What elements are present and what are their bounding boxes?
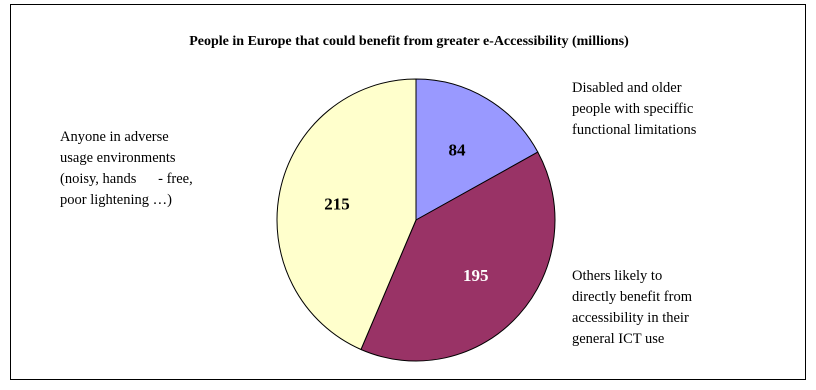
chart-title: People in Europe that could benefit from… [189,34,629,49]
slice-adverse-environments [276,78,417,351]
slice-disabled-older [415,78,539,221]
slice-label-adverse-environments: Anyone in adverse usage environments (no… [60,129,193,208]
slice-others-ict [360,151,556,362]
slice-value-label: 84 [449,141,467,160]
slice-value-label: 195 [463,266,489,285]
slice-value-label: 215 [324,195,350,214]
slice-label-disabled-older: Disabled and older people with speciffic… [572,80,697,138]
slice-label-others-ict: Others likely to directly benefit from a… [572,268,692,347]
